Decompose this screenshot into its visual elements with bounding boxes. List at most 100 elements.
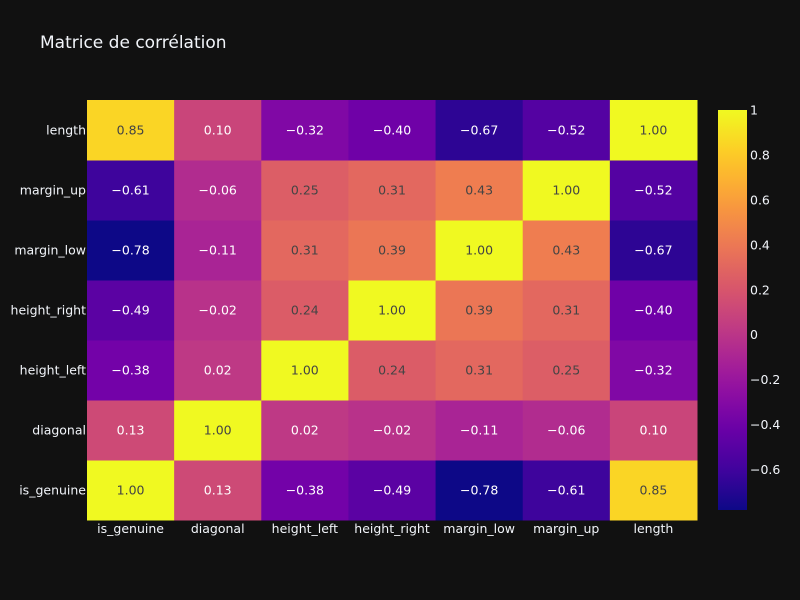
heatmap-cell-height_right-length xyxy=(609,280,698,341)
cell-value-label: −0.32 xyxy=(286,123,324,138)
cell-value-label: −0.61 xyxy=(547,483,585,498)
colorbar-tick-label: 1 xyxy=(750,103,758,118)
cell-value-label: 1.00 xyxy=(640,123,668,138)
cell-value-label: −0.40 xyxy=(634,303,672,318)
heatmap-cell-margin_low-is_genuine xyxy=(87,220,175,281)
heatmap-cell-height_left-is_genuine xyxy=(87,340,175,401)
cell-value-label: 0.31 xyxy=(291,243,319,258)
heatmap-cell-diagonal-margin_up xyxy=(522,400,611,461)
cell-value-label: −0.06 xyxy=(199,183,237,198)
cell-value-label: −0.49 xyxy=(373,483,411,498)
colorbar-tick-label: −0.2 xyxy=(750,372,780,387)
heatmap-cell-margin_low-height_left xyxy=(261,220,349,281)
colorbar-tick-label: −0.4 xyxy=(750,417,780,432)
heatmap-cell-height_left-margin_up xyxy=(522,340,611,401)
cell-value-label: 0.39 xyxy=(378,243,406,258)
heatmap-cell-length-length xyxy=(609,100,698,161)
heatmap-cell-diagonal-height_left xyxy=(261,400,349,461)
cell-value-label: 0.24 xyxy=(291,303,319,318)
y-tick-label: height_right xyxy=(11,303,87,318)
heatmap-cell-height_right-margin_low xyxy=(435,280,524,341)
colorbar xyxy=(718,110,747,510)
heatmap-cell-height_left-height_right xyxy=(348,340,437,401)
heatmap-cell-margin_up-margin_low xyxy=(435,160,524,221)
heatmap-cell-length-height_left xyxy=(261,100,349,161)
heatmap-cell-height_right-diagonal xyxy=(174,280,262,341)
heatmap-cell-is_genuine-height_right xyxy=(348,460,437,521)
cell-value-label: −0.32 xyxy=(634,363,672,378)
cell-value-label: 0.85 xyxy=(640,483,668,498)
cell-value-label: −0.78 xyxy=(460,483,498,498)
cell-value-label: 0.85 xyxy=(117,123,145,138)
heatmap-cell-height_left-height_left xyxy=(261,340,349,401)
x-tick-label: is_genuine xyxy=(97,521,164,536)
heatmap-cell-diagonal-margin_low xyxy=(435,400,524,461)
heatmap-cell-height_left-margin_low xyxy=(435,340,524,401)
cell-value-label: −0.38 xyxy=(286,483,324,498)
x-tick-label: diagonal xyxy=(191,521,245,536)
heatmap-cell-is_genuine-length xyxy=(609,460,698,521)
heatmap-cell-is_genuine-height_left xyxy=(261,460,349,521)
cell-value-label: 1.00 xyxy=(117,483,145,498)
heatmap-cell-margin_up-height_left xyxy=(261,160,349,221)
heatmap-cell-margin_up-height_right xyxy=(348,160,437,221)
cell-value-label: −0.38 xyxy=(111,363,149,378)
cell-value-label: 1.00 xyxy=(552,183,580,198)
cell-value-label: −0.49 xyxy=(111,303,149,318)
cell-value-label: 0.02 xyxy=(291,423,319,438)
heatmap-cell-is_genuine-diagonal xyxy=(174,460,262,521)
heatmap-cell-diagonal-length xyxy=(609,400,698,461)
y-tick-label: margin_up xyxy=(20,183,86,198)
x-tick-label: length xyxy=(634,521,674,536)
heatmap-cell-margin_up-length xyxy=(609,160,698,221)
heatmap-cell-height_right-margin_up xyxy=(522,280,611,341)
cell-value-label: −0.61 xyxy=(111,183,149,198)
cell-value-label: 0.31 xyxy=(465,363,493,378)
heatmap-cell-margin_up-margin_up xyxy=(522,160,611,221)
x-tick-label: height_right xyxy=(354,521,430,536)
colorbar-tick-label: 0.4 xyxy=(750,237,770,252)
heatmap-cell-height_right-is_genuine xyxy=(87,280,175,341)
heatmap-cell-margin_low-margin_low xyxy=(435,220,524,281)
cell-value-label: 0.31 xyxy=(552,303,580,318)
heatmap-cell-margin_low-diagonal xyxy=(174,220,262,281)
heatmap-cell-height_left-length xyxy=(609,340,698,401)
heatmap-cell-height_right-height_right xyxy=(348,280,437,341)
cell-value-label: 0.13 xyxy=(204,483,232,498)
cell-value-label: 0.10 xyxy=(204,123,232,138)
heatmap-cell-length-margin_low xyxy=(435,100,524,161)
cell-value-label: −0.52 xyxy=(547,123,585,138)
cell-value-label: 0.13 xyxy=(117,423,145,438)
cell-value-label: −0.67 xyxy=(460,123,498,138)
cell-value-label: −0.02 xyxy=(373,423,411,438)
cell-value-label: −0.67 xyxy=(634,243,672,258)
cell-value-label: 0.43 xyxy=(552,243,580,258)
cell-value-label: −0.11 xyxy=(199,243,237,258)
heatmap-cell-height_right-height_left xyxy=(261,280,349,341)
colorbar-tick-label: 0.2 xyxy=(750,282,770,297)
heatmap-cell-margin_up-diagonal xyxy=(174,160,262,221)
heatmap-cell-margin_low-margin_up xyxy=(522,220,611,281)
cell-value-label: 1.00 xyxy=(291,363,319,378)
heatmap-cell-is_genuine-is_genuine xyxy=(87,460,175,521)
cell-value-label: −0.06 xyxy=(547,423,585,438)
y-tick-label: diagonal xyxy=(32,423,86,438)
cell-value-label: 0.43 xyxy=(465,183,493,198)
heatmap-cell-margin_low-height_right xyxy=(348,220,437,281)
cell-value-label: 1.00 xyxy=(465,243,493,258)
cell-value-label: 0.10 xyxy=(640,423,668,438)
heatmap-cell-margin_up-is_genuine xyxy=(87,160,175,221)
heatmap-cell-length-margin_up xyxy=(522,100,611,161)
cell-value-label: 1.00 xyxy=(378,303,406,318)
cell-value-label: −0.40 xyxy=(373,123,411,138)
y-tick-label: margin_low xyxy=(14,243,86,258)
colorbar-tick-label: 0 xyxy=(750,327,758,342)
cell-value-label: −0.78 xyxy=(111,243,149,258)
heatmap-cell-length-height_right xyxy=(348,100,437,161)
heatmap-cell-height_left-diagonal xyxy=(174,340,262,401)
heatmap-cell-diagonal-is_genuine xyxy=(87,400,175,461)
heatmap-cell-is_genuine-margin_up xyxy=(522,460,611,521)
heatmap-cell-is_genuine-margin_low xyxy=(435,460,524,521)
cell-value-label: 1.00 xyxy=(204,423,232,438)
